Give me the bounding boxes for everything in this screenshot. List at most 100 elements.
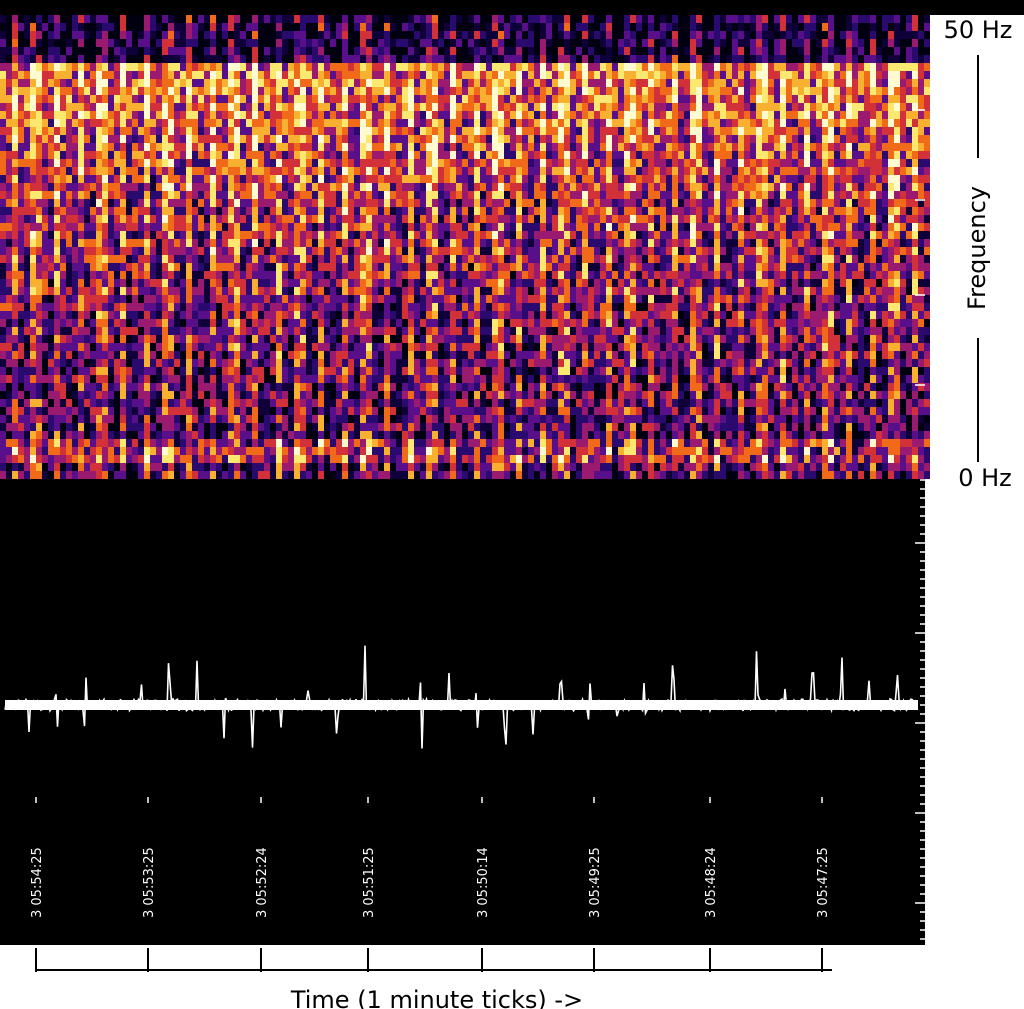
spec-cell bbox=[414, 327, 420, 335]
spec-cell bbox=[390, 255, 396, 263]
spec-cell bbox=[510, 423, 516, 431]
spec-cell bbox=[420, 175, 426, 183]
spec-cell bbox=[294, 231, 300, 239]
spec-cell bbox=[204, 367, 210, 375]
spec-cell bbox=[78, 415, 84, 423]
spec-cell bbox=[144, 279, 150, 287]
spec-cell bbox=[60, 303, 66, 311]
spec-cell bbox=[234, 439, 240, 447]
spec-cell bbox=[126, 199, 132, 207]
spec-cell bbox=[150, 255, 156, 263]
spec-cell bbox=[102, 87, 108, 95]
spec-cell bbox=[426, 199, 432, 207]
spec-cell bbox=[510, 367, 516, 375]
spec-cell bbox=[408, 127, 414, 135]
spec-cell bbox=[324, 231, 330, 239]
spec-cell bbox=[126, 455, 132, 463]
spec-cell bbox=[120, 343, 126, 351]
spec-cell bbox=[186, 279, 192, 287]
spec-cell bbox=[444, 287, 450, 295]
spec-cell bbox=[312, 447, 318, 455]
spec-cell bbox=[222, 159, 228, 167]
spec-cell bbox=[114, 327, 120, 335]
spec-cell bbox=[276, 271, 282, 279]
spec-cell bbox=[276, 207, 282, 215]
spec-cell bbox=[444, 471, 450, 479]
spec-cell bbox=[390, 103, 396, 111]
spec-cell bbox=[42, 103, 48, 111]
spec-cell bbox=[204, 23, 210, 31]
spec-cell bbox=[186, 439, 192, 447]
spec-cell bbox=[456, 151, 462, 159]
spec-cell bbox=[12, 383, 18, 391]
spec-cell bbox=[204, 327, 210, 335]
spec-cell bbox=[234, 367, 240, 375]
spec-cell bbox=[432, 399, 438, 407]
spec-cell bbox=[360, 471, 366, 479]
spec-cell bbox=[282, 327, 288, 335]
spec-cell bbox=[486, 87, 492, 95]
spec-cell bbox=[126, 47, 132, 55]
spec-cell bbox=[228, 247, 234, 255]
spec-cell bbox=[198, 95, 204, 103]
spec-cell bbox=[486, 183, 492, 191]
spec-cell bbox=[66, 231, 72, 239]
spec-cell bbox=[474, 55, 480, 63]
spec-cell bbox=[264, 327, 270, 335]
spec-cell bbox=[414, 471, 420, 479]
spec-cell bbox=[408, 63, 414, 71]
spec-cell bbox=[414, 103, 420, 111]
spec-cell bbox=[354, 183, 360, 191]
spec-cell bbox=[324, 175, 330, 183]
spec-cell bbox=[300, 119, 306, 127]
spec-cell bbox=[342, 415, 348, 423]
spec-cell bbox=[420, 279, 426, 287]
spec-cell bbox=[96, 335, 102, 343]
spec-cell bbox=[282, 367, 288, 375]
spec-cell bbox=[210, 207, 216, 215]
spec-cell bbox=[150, 15, 156, 23]
spec-cell bbox=[336, 455, 342, 463]
spec-cell bbox=[156, 199, 162, 207]
spec-cell bbox=[276, 231, 282, 239]
spec-cell bbox=[84, 215, 90, 223]
spec-cell bbox=[372, 287, 378, 295]
spec-cell bbox=[90, 311, 96, 319]
spec-cell bbox=[246, 15, 252, 23]
spec-cell bbox=[330, 247, 336, 255]
spec-cell bbox=[354, 119, 360, 127]
spec-cell bbox=[216, 431, 222, 439]
spec-cell bbox=[12, 319, 18, 327]
spec-cell bbox=[156, 71, 162, 79]
spec-cell bbox=[408, 247, 414, 255]
spec-cell bbox=[186, 383, 192, 391]
spec-cell bbox=[342, 263, 348, 271]
spec-cell bbox=[60, 191, 66, 199]
spec-cell bbox=[138, 279, 144, 287]
spec-cell bbox=[420, 231, 426, 239]
spec-cell bbox=[216, 119, 222, 127]
spec-cell bbox=[510, 271, 516, 279]
spec-cell bbox=[390, 463, 396, 471]
spec-cell bbox=[66, 119, 72, 127]
spec-cell bbox=[318, 463, 324, 471]
spec-cell bbox=[126, 23, 132, 31]
spec-cell bbox=[204, 455, 210, 463]
spec-cell bbox=[114, 103, 120, 111]
spec-cell bbox=[54, 423, 60, 431]
spec-cell bbox=[330, 151, 336, 159]
spec-cell bbox=[312, 439, 318, 447]
spec-cell bbox=[504, 247, 510, 255]
spec-cell bbox=[312, 55, 318, 63]
spec-cell bbox=[324, 303, 330, 311]
spec-cell bbox=[30, 303, 36, 311]
spec-cell bbox=[246, 471, 252, 479]
spec-cell bbox=[432, 231, 438, 239]
spec-cell bbox=[258, 71, 264, 79]
spec-cell bbox=[0, 39, 6, 47]
spec-cell bbox=[96, 367, 102, 375]
spec-cell bbox=[258, 311, 264, 319]
spec-cell bbox=[324, 455, 330, 463]
spec-cell bbox=[54, 71, 60, 79]
spec-cell bbox=[438, 31, 444, 39]
